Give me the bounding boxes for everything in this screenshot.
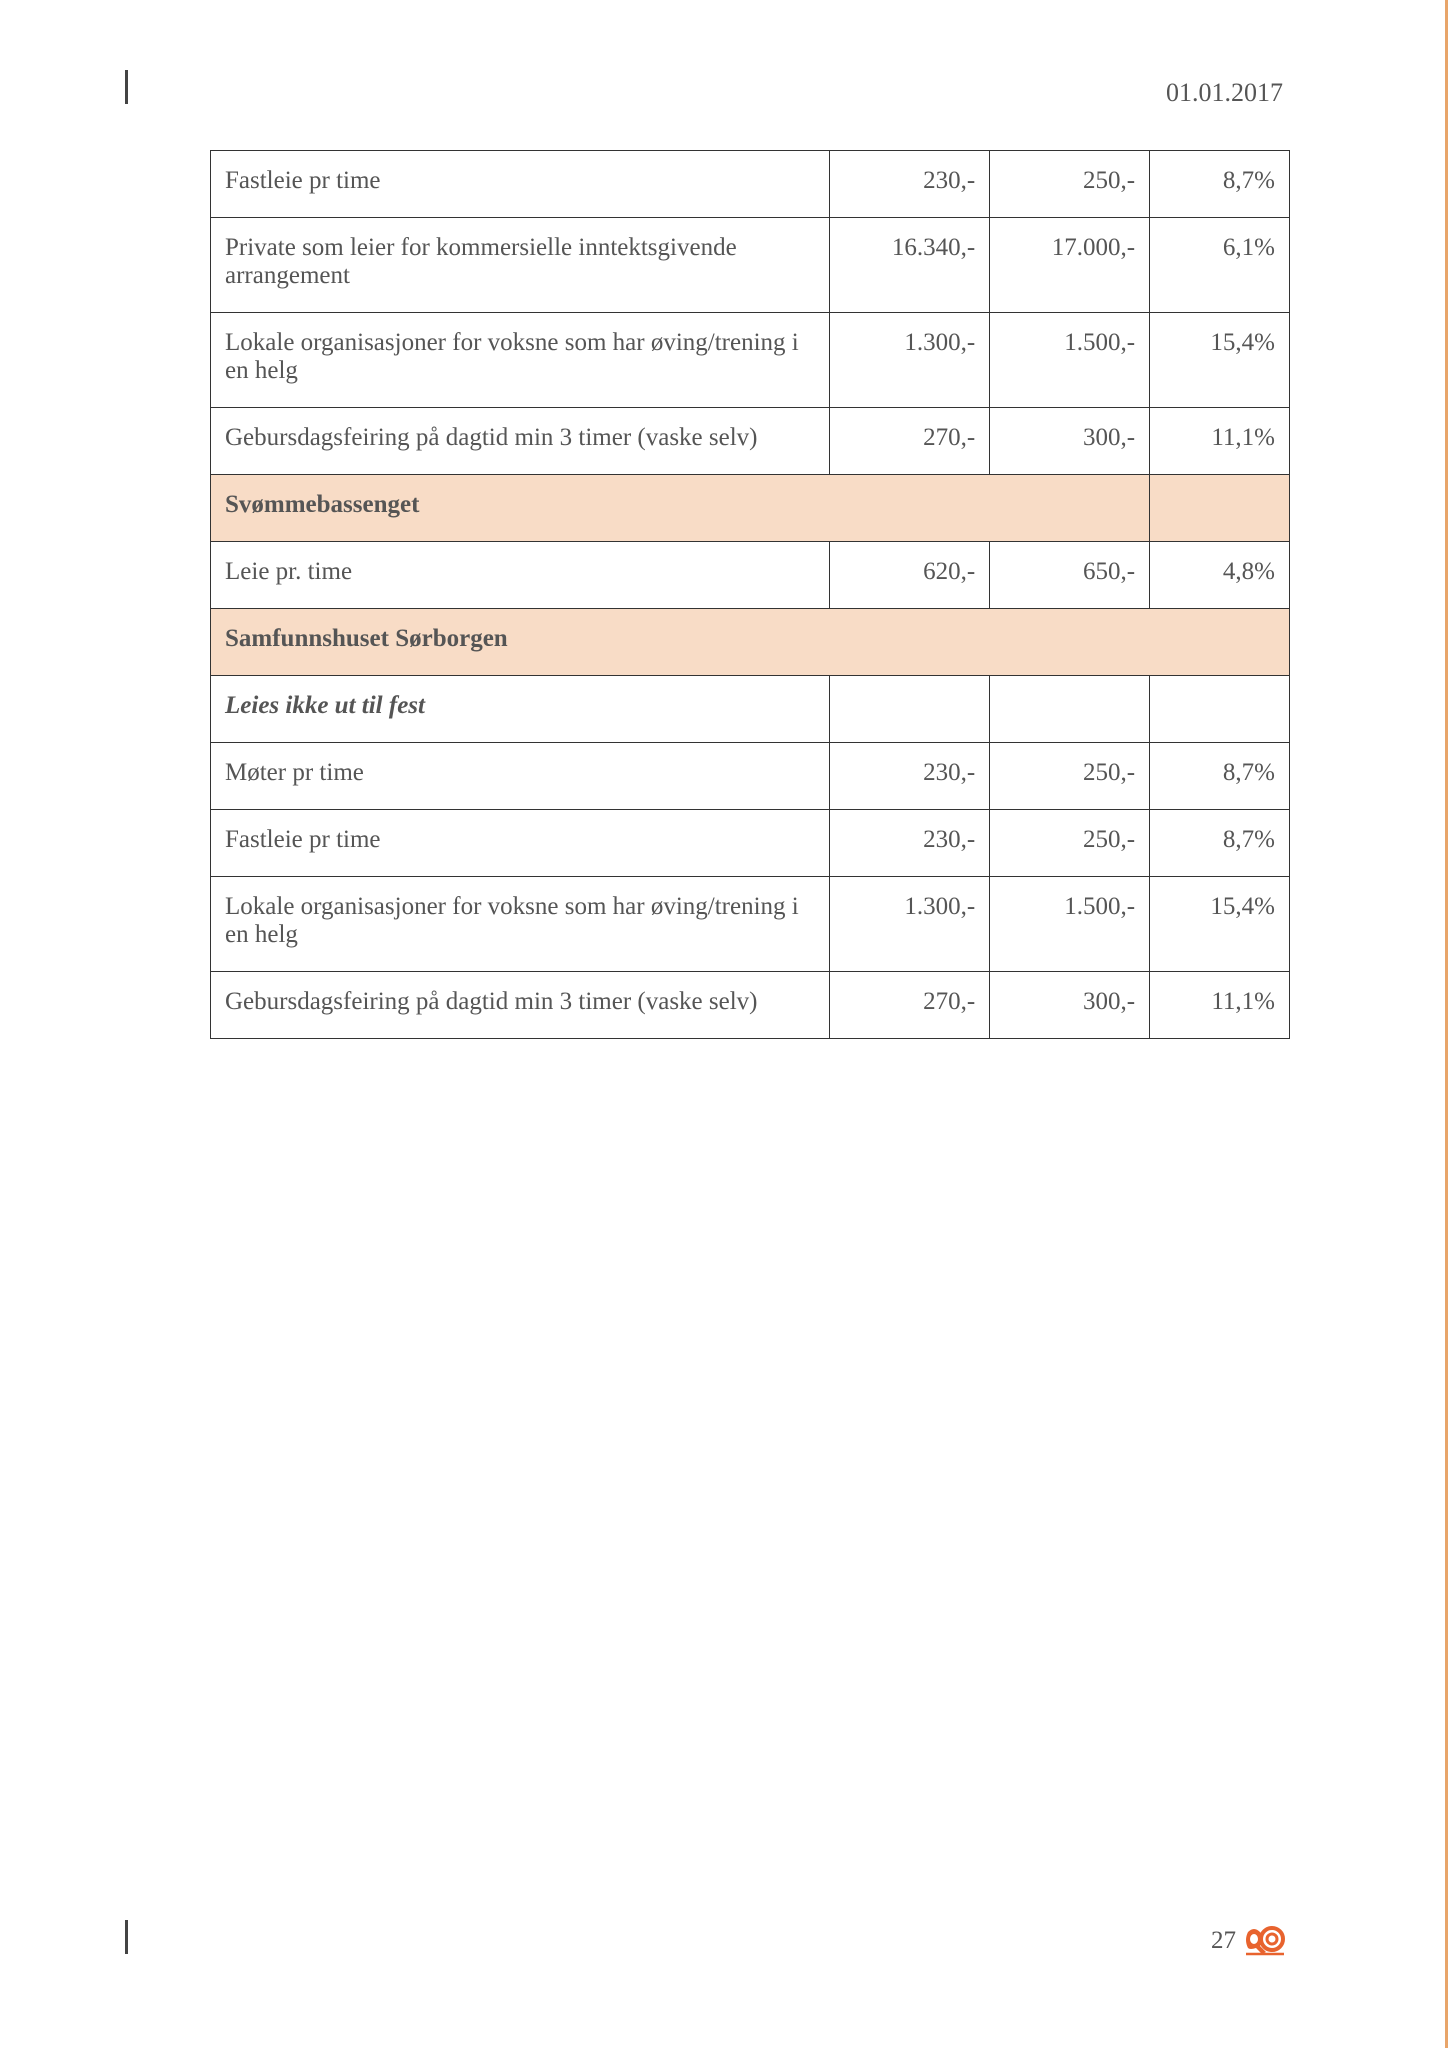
cell-pct: 4,8% [1150,542,1290,609]
cell-pct: 6,1% [1150,218,1290,313]
table-row: Lokale organisasjoner for voksne som har… [211,313,1290,408]
cell-price-old: 1.300,- [830,313,990,408]
table-row: Fastleie pr time 230,- 250,- 8,7% [211,151,1290,218]
table-row: Private som leier for kommersielle innte… [211,218,1290,313]
cell-desc: Lokale organisasjoner for voksne som har… [211,313,830,408]
cell-pct: 8,7% [1150,151,1290,218]
cell-pct: 15,4% [1150,313,1290,408]
cell-pct [1150,676,1290,743]
page-number: 27 [1211,1927,1236,1955]
cell-price-old: 230,- [830,151,990,218]
section-heading: Samfunnshuset Sørborgen [211,609,1290,676]
section-heading: Svømmebassenget [211,475,1150,542]
cell-desc: Gebursdagsfeiring på dagtid min 3 timer … [211,972,830,1039]
cell-price-new [990,676,1150,743]
cell-price-old [830,676,990,743]
cell-price-old: 16.340,- [830,218,990,313]
cell-price-old: 1.300,- [830,877,990,972]
cell-price-new: 300,- [990,972,1150,1039]
cell-pct: 11,1% [1150,972,1290,1039]
cell-pct: 15,4% [1150,877,1290,972]
table-row: Gebursdagsfeiring på dagtid min 3 timer … [211,972,1290,1039]
cell-price-old: 230,- [830,743,990,810]
cell-desc: Private som leier for kommersielle innte… [211,218,830,313]
header-date: 01.01.2017 [1166,78,1283,108]
cursor-mark-bottom [125,1920,128,1954]
cell-price-old: 620,- [830,542,990,609]
table-row: Møter pr time 230,- 250,- 8,7% [211,743,1290,810]
footer-logo-icon [1242,1926,1288,1956]
table-row: Leies ikke ut til fest [211,676,1290,743]
table-section-row: Svømmebassenget [211,475,1290,542]
cell-desc: Fastleie pr time [211,151,830,218]
cell-price-new: 1.500,- [990,877,1150,972]
section-empty [1150,475,1290,542]
table-section-row: Samfunnshuset Sørborgen [211,609,1290,676]
table-row: Lokale organisasjoner for voksne som har… [211,877,1290,972]
cell-desc: Leies ikke ut til fest [211,676,830,743]
cell-desc: Møter pr time [211,743,830,810]
cell-desc: Leie pr. time [211,542,830,609]
cell-price-new: 250,- [990,810,1150,877]
cell-price-old: 230,- [830,810,990,877]
cell-price-new: 250,- [990,151,1150,218]
cell-price-new: 650,- [990,542,1150,609]
cursor-mark-top [125,70,128,104]
table-row: Gebursdagsfeiring på dagtid min 3 timer … [211,408,1290,475]
table-row: Leie pr. time 620,- 650,- 4,8% [211,542,1290,609]
cell-desc: Lokale organisasjoner for voksne som har… [211,877,830,972]
page-content: Fastleie pr time 230,- 250,- 8,7% Privat… [210,150,1290,1039]
cell-pct: 8,7% [1150,743,1290,810]
price-table: Fastleie pr time 230,- 250,- 8,7% Privat… [210,150,1290,1039]
cell-price-new: 17.000,- [990,218,1150,313]
cell-price-new: 250,- [990,743,1150,810]
cell-pct: 11,1% [1150,408,1290,475]
cell-price-old: 270,- [830,408,990,475]
cell-price-new: 1.500,- [990,313,1150,408]
footer: 27 [1211,1926,1288,1956]
table-row: Fastleie pr time 230,- 250,- 8,7% [211,810,1290,877]
cell-pct: 8,7% [1150,810,1290,877]
cell-desc: Gebursdagsfeiring på dagtid min 3 timer … [211,408,830,475]
cell-price-old: 270,- [830,972,990,1039]
cell-desc: Fastleie pr time [211,810,830,877]
cell-price-new: 300,- [990,408,1150,475]
